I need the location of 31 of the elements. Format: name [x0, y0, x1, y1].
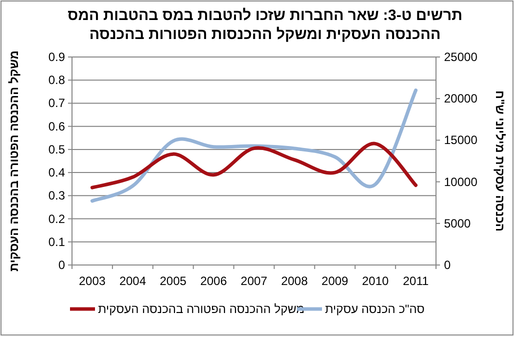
y-tick-label: 0.5 [48, 142, 66, 156]
y-tick-label: 0.2 [48, 212, 66, 226]
y-axis-title: משקל ההכנסה הפטורה בהכנסה העסקית [7, 50, 21, 272]
legend-label: סה"כ הכנסה עסקית [325, 302, 425, 316]
y-tick-label: 0.4 [48, 166, 66, 180]
y2-tick-label: 5000 [444, 216, 472, 230]
x-tick-label: 2010 [362, 274, 390, 288]
y2-tick-label: 15000 [444, 133, 478, 148]
x-tick-label: 2008 [281, 274, 308, 288]
y-tick-label: 0.6 [48, 119, 66, 134]
y2-tick-label: 20000 [444, 92, 478, 106]
x-tick-label: 2004 [119, 274, 146, 288]
x-tick-label: 2006 [200, 274, 228, 288]
x-tick-label: 2007 [240, 274, 268, 288]
y-tick-label: 0.9 [48, 50, 66, 64]
chart-title: תרשים ט-3: שאר החברות שזכו להטבות במס בהטבות המס ההכנסה העסקית ומשקל ההכנסות הפטורות בהכנסה [68, 7, 462, 43]
y-tick-label: 0.3 [48, 188, 66, 203]
x-tick-label: 2005 [160, 274, 187, 288]
x-tick-label: 2011 [402, 274, 429, 288]
line-series [90, 142, 418, 190]
line-series [90, 88, 418, 203]
y-tick-label: 0.7 [48, 96, 66, 110]
x-tick-label: 2009 [322, 274, 349, 288]
x-tick-label: 2003 [78, 274, 106, 288]
y2-tick-label: 10000 [444, 174, 478, 189]
y2-axis-title: הכנסה עסקית מיליוני ש"ח [493, 90, 507, 232]
y2-tick-label: 25000 [444, 50, 478, 64]
y2-tick-label: 0 [444, 258, 451, 272]
y-tick-label: 0.8 [48, 73, 66, 88]
y-tick-label: 0.1 [48, 234, 66, 249]
y-tick-label: 0 [58, 258, 66, 272]
